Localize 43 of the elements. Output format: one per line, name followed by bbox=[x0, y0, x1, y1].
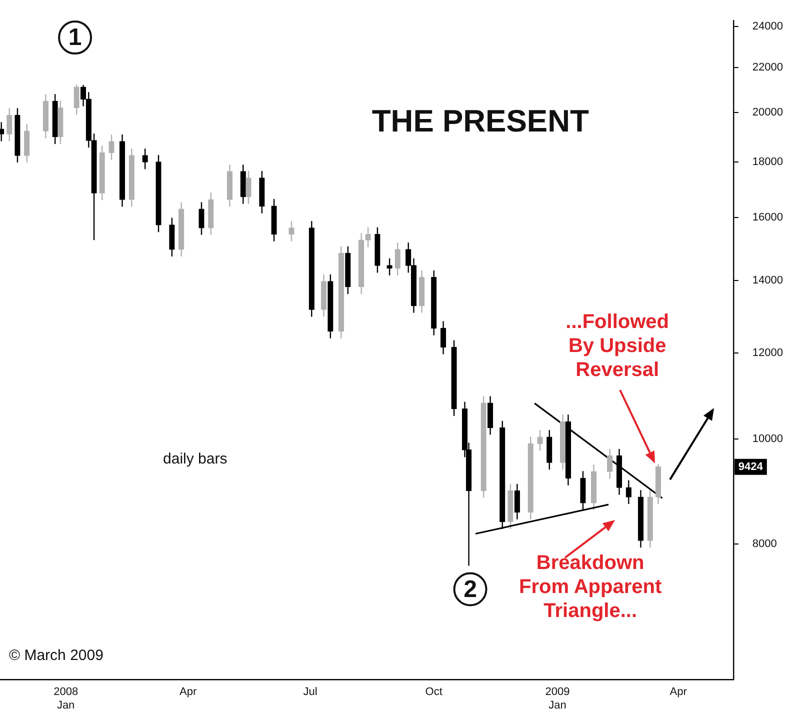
x-tick-label: Jul bbox=[303, 686, 318, 698]
annotation: 2 bbox=[464, 576, 477, 603]
candlestick bbox=[24, 123, 30, 164]
candlestick bbox=[240, 164, 246, 204]
candlestick bbox=[74, 84, 80, 116]
annotation: ...Followed By Upside Reversal bbox=[566, 310, 670, 381]
text: 9424 bbox=[738, 460, 764, 473]
y-tick-label: 22000 bbox=[752, 61, 784, 74]
y-tick-label: 18000 bbox=[752, 156, 784, 168]
x-tick-label: Oct bbox=[425, 686, 442, 698]
candlestick bbox=[6, 108, 12, 142]
candlestick bbox=[386, 258, 392, 276]
candlestick bbox=[108, 134, 114, 161]
candlestick bbox=[394, 242, 400, 276]
annotation: daily bars bbox=[163, 450, 228, 468]
y-tick-label: 8000 bbox=[752, 538, 777, 550]
candlestick bbox=[365, 226, 371, 248]
candlestick bbox=[487, 396, 494, 436]
candlestick bbox=[169, 217, 175, 258]
y-tick-label: 24000 bbox=[752, 20, 784, 32]
candlestick bbox=[440, 320, 446, 355]
x-tick-label: 2009 Jan bbox=[545, 686, 570, 712]
candlestick bbox=[288, 220, 294, 242]
candlestick bbox=[142, 148, 148, 170]
candlestick bbox=[626, 480, 632, 505]
y-tick-label: 16000 bbox=[752, 212, 784, 224]
y-tick-label: 20000 bbox=[752, 106, 784, 118]
candlestick bbox=[406, 242, 412, 274]
candlestick bbox=[198, 202, 204, 236]
y-tick-label: 10000 bbox=[752, 432, 784, 445]
x-tick-label: Apr bbox=[179, 686, 197, 698]
annotation: Breakdown From Apparent Triangle... bbox=[519, 552, 662, 622]
y-tick-label: 14000 bbox=[752, 274, 784, 286]
text: THE PRESENT bbox=[372, 103, 589, 138]
annotation: 1 bbox=[68, 24, 82, 52]
candlestick bbox=[537, 429, 543, 452]
y-tick-label: 12000 bbox=[752, 347, 784, 360]
x-tick-label: 2008 Jan bbox=[54, 686, 78, 712]
annotation: © March 2009 bbox=[9, 647, 104, 664]
x-tick-label: Apr bbox=[670, 686, 688, 698]
candlestick bbox=[514, 483, 520, 520]
candlestick bbox=[607, 448, 613, 480]
candlestick bbox=[246, 170, 252, 204]
